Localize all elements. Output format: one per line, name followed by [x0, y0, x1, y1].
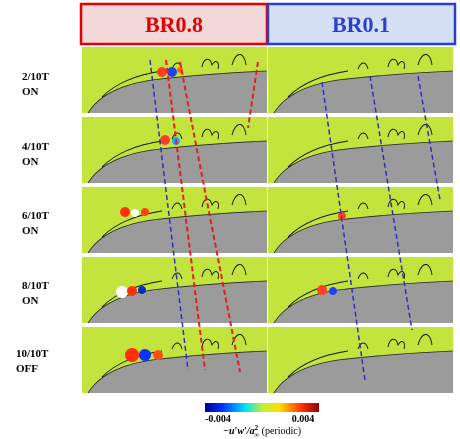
row-state: ON: [22, 295, 39, 307]
figure: BR0.8 BR0.1 2/10T ON 4/10T ON: [0, 0, 460, 439]
flow-panel: [82, 327, 267, 393]
row-phase: 10/10T: [16, 348, 49, 360]
row-labels: 2/10T ON 4/10T ON 6/10T ON 8/10T ON 10/1…: [16, 71, 50, 375]
colorbar-scale: [205, 403, 319, 412]
label-main: −u′w′/a: [223, 426, 255, 437]
row-state: ON: [22, 225, 39, 237]
row-phase: 6/10T: [22, 210, 50, 222]
flow-panel: [268, 117, 453, 183]
column-header: BR0.8: [145, 12, 203, 37]
colorbar-label: −u′w′/a2∞ (periodic): [223, 424, 301, 439]
row-state: ON: [22, 86, 39, 98]
flow-panel: [268, 187, 453, 253]
row-state: ON: [22, 156, 39, 168]
flow-panel: [82, 47, 267, 113]
flow-panel: [268, 257, 453, 323]
flow-panel: [268, 47, 453, 113]
flow-panel: [268, 327, 453, 393]
row-phase: 2/10T: [22, 71, 50, 83]
row-phase: 4/10T: [22, 141, 50, 153]
colorbar-min: -0.004: [205, 414, 231, 425]
flow-panel: [82, 187, 267, 253]
colorbar: -0.004 0.004 −u′w′/a2∞ (periodic): [205, 403, 319, 439]
row-phase: 8/10T: [22, 280, 50, 292]
column-header: BR0.1: [332, 12, 390, 37]
colorbar-max: 0.004: [292, 414, 315, 425]
label-suffix: (periodic): [259, 426, 301, 437]
column-headers: BR0.8 BR0.1: [81, 4, 455, 44]
flow-panel: [82, 257, 267, 323]
row-state: OFF: [16, 363, 38, 375]
panels: [82, 47, 453, 393]
